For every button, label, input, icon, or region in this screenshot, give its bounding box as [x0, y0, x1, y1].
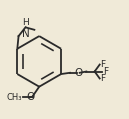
- Text: H: H: [22, 18, 29, 27]
- Text: O: O: [74, 68, 82, 78]
- Text: F: F: [100, 74, 105, 83]
- Text: N: N: [22, 29, 29, 39]
- Text: CH₃: CH₃: [7, 93, 22, 102]
- Text: F: F: [100, 60, 105, 69]
- Text: O: O: [27, 92, 35, 102]
- Text: F: F: [103, 67, 108, 76]
